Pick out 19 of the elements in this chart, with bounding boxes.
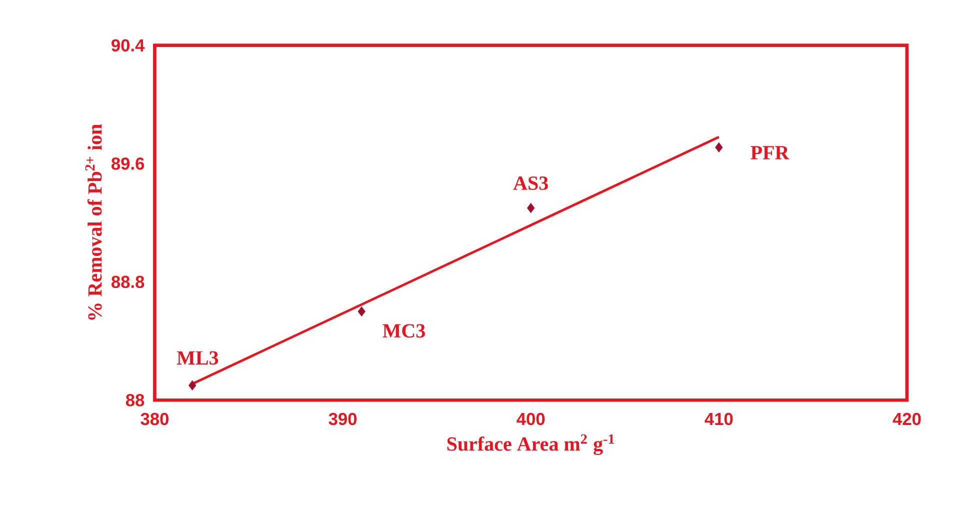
y-tick-label: 89.6 [111,158,144,170]
annotation: MC3 [382,324,425,338]
point [188,380,196,390]
y-axis-title: % Removal of Pb$^{2+}$ ion [85,124,102,320]
x-axis-title: Surface Area m$^{2}$ g$^{-1}$ [447,434,614,456]
x-tick-label: 390 [328,412,357,426]
y-tick-label: 88.8 [111,276,144,288]
annotation: PFR [750,146,790,160]
y-tick-label: 90.4 [112,39,145,52]
annotation: AS3 [513,176,548,190]
point [527,203,535,213]
point [715,142,723,152]
x-tick-label: 380 [140,412,168,426]
annotation: ML3 [176,351,218,365]
x-tick-label: 420 [892,412,921,426]
y-tick-label: 88 [126,394,144,406]
x-tick-label: 400 [516,412,545,426]
point [358,306,366,316]
x-tick-label: 410 [704,412,733,426]
